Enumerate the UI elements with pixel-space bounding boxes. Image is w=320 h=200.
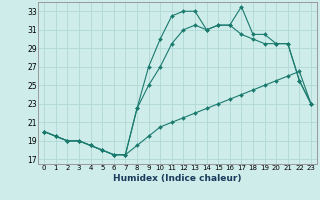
X-axis label: Humidex (Indice chaleur): Humidex (Indice chaleur): [113, 174, 242, 183]
